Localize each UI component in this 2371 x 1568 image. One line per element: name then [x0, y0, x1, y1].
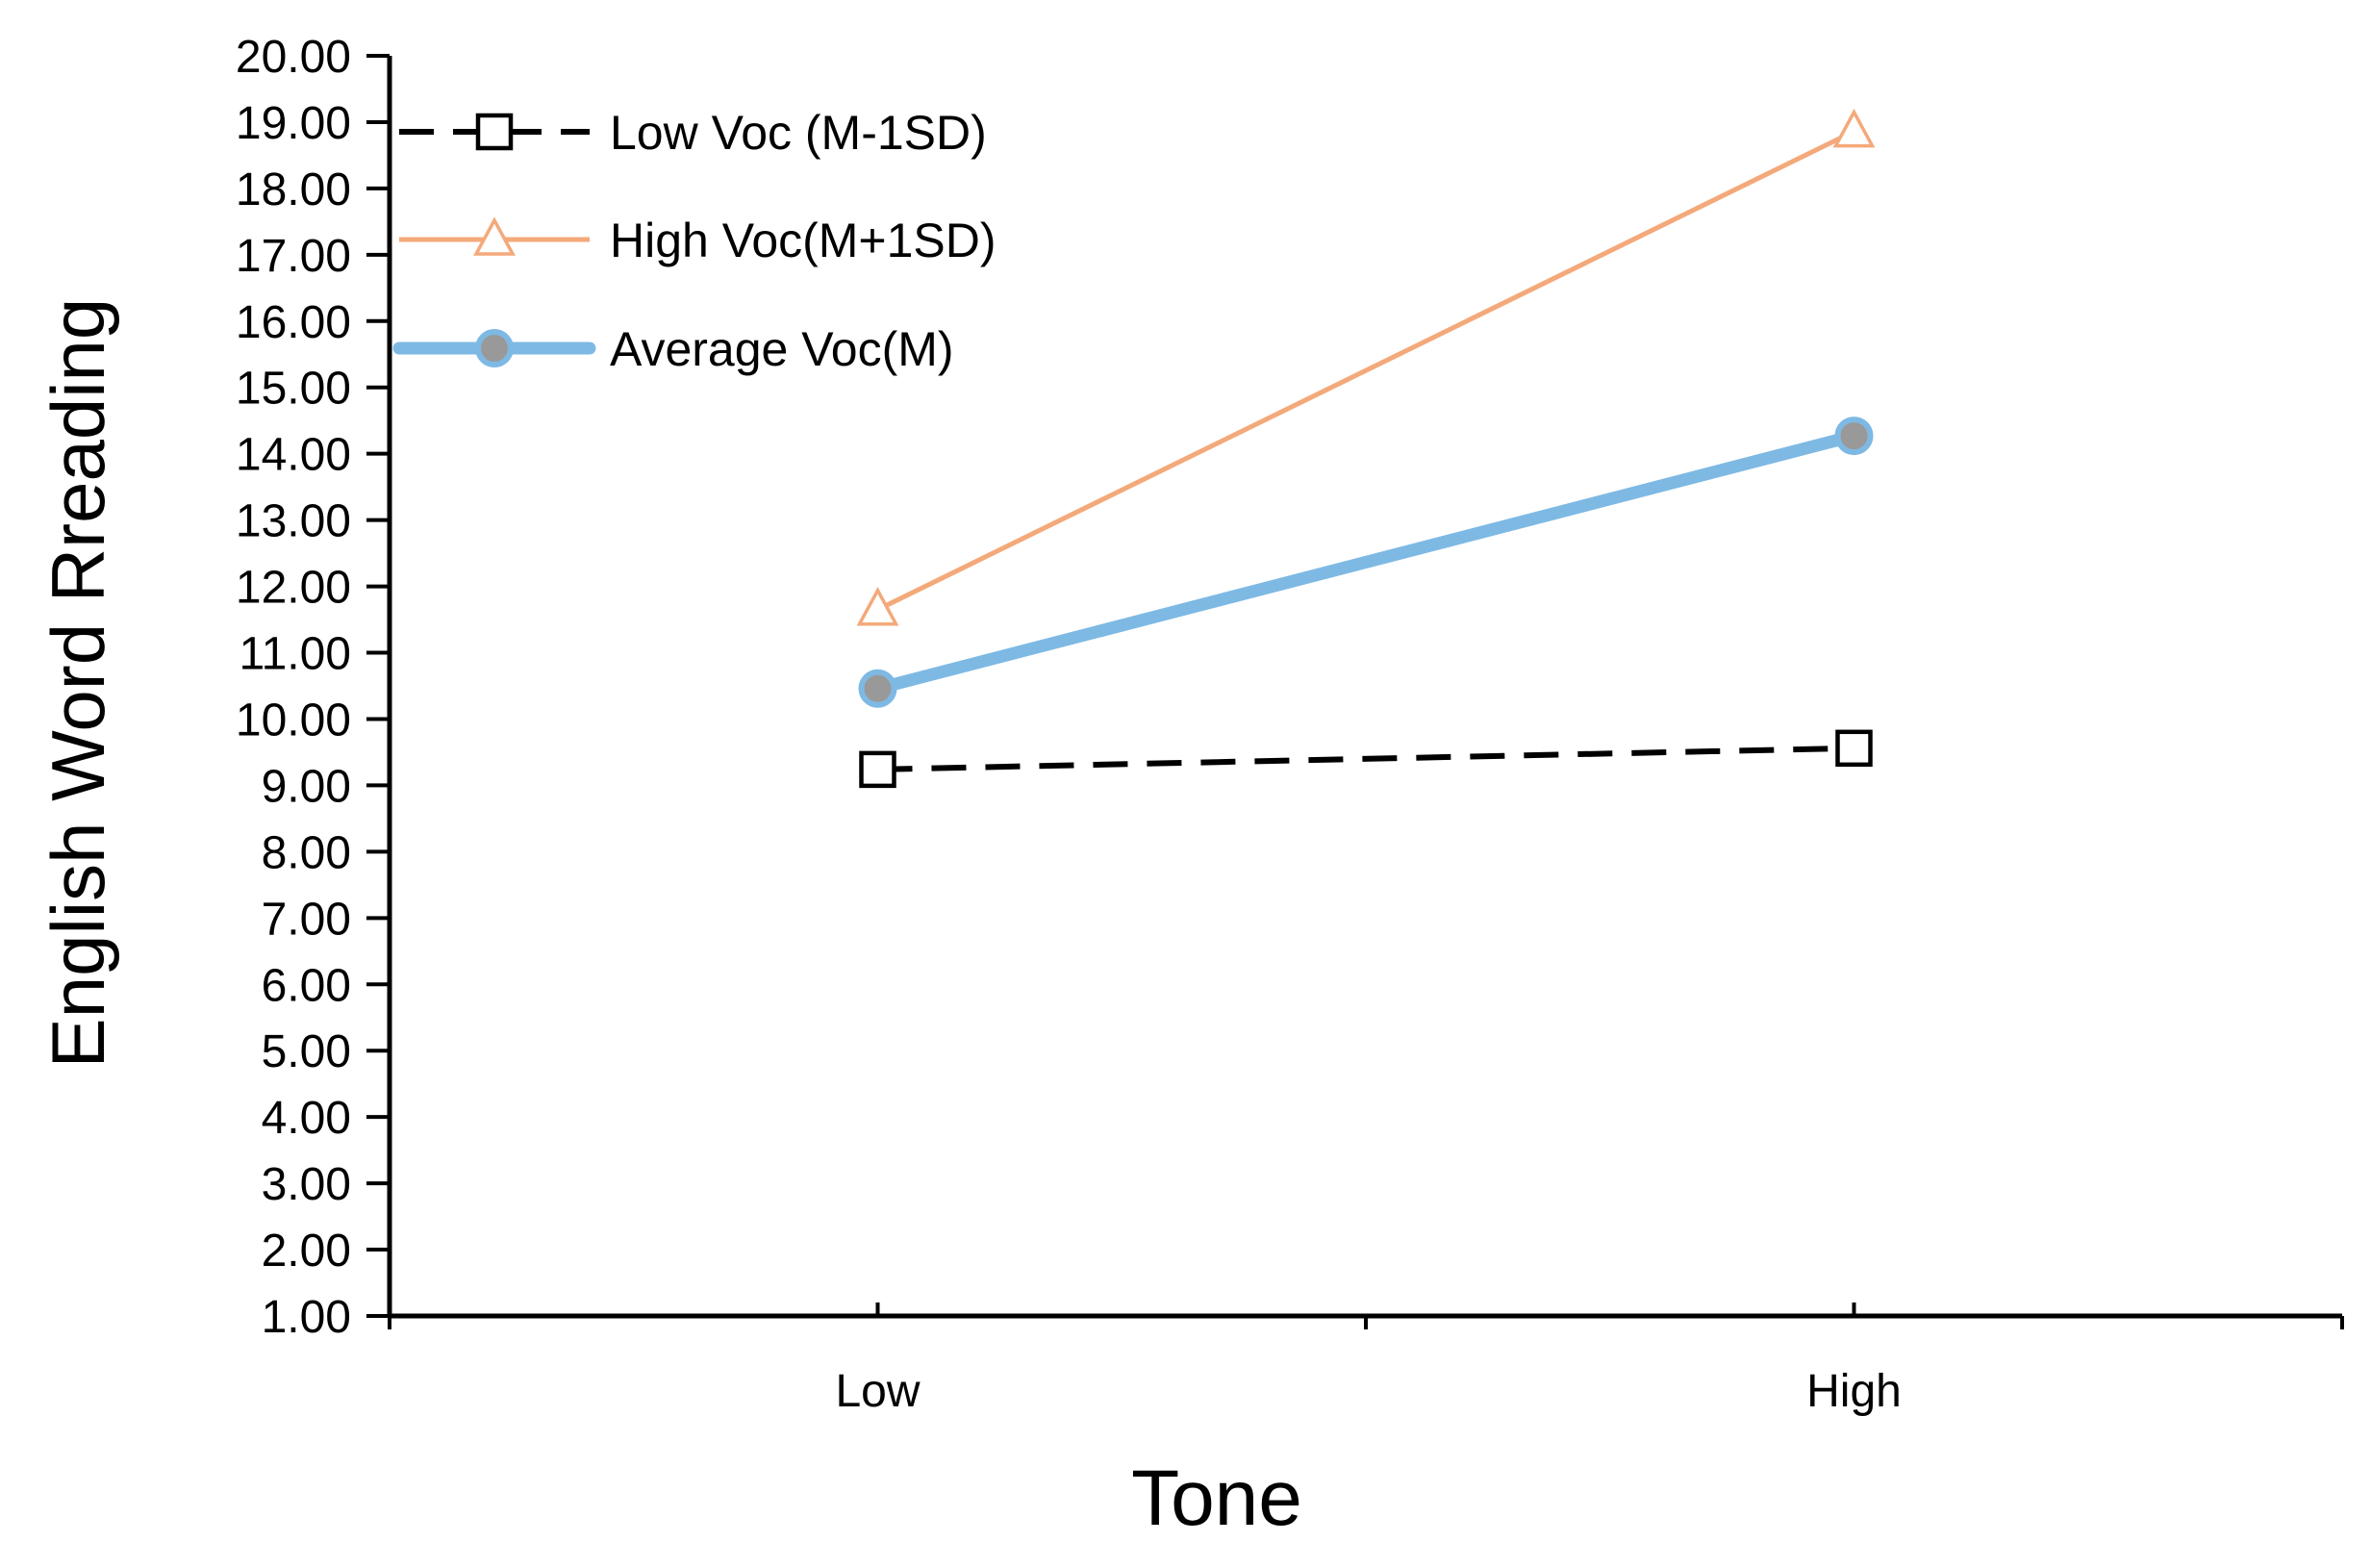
x-tick-label: Low: [835, 1366, 920, 1417]
y-tick-label: 18.00: [236, 164, 351, 215]
data-point-marker: [1832, 108, 1876, 148]
y-tick-label: 12.00: [236, 563, 351, 614]
legend: Low Voc (M-1SD) High Voc(M+1SD) Average Vo…: [392, 106, 996, 376]
x-axis-ticks: Low High: [388, 1302, 2344, 1417]
data-point-marker: [858, 669, 897, 708]
y-tick-label: 11.00: [239, 629, 351, 680]
series-high-voc-m-1sd: [856, 108, 1876, 626]
y-tick-label: 15.00: [236, 364, 351, 415]
legend-marker: [475, 329, 514, 367]
y-tick-label: 13.00: [236, 496, 351, 547]
y-tick-label: 14.00: [236, 430, 351, 481]
y-tick-label: 2.00: [262, 1226, 351, 1277]
legend-item: Low Voc (M-1SD): [399, 106, 987, 160]
y-tick-label: 1.00: [262, 1292, 351, 1343]
y-tick-label: 8.00: [262, 827, 351, 878]
legend-item: Average Voc(M): [392, 322, 954, 376]
series-line: [876, 129, 1855, 612]
legend-marker: [475, 113, 514, 151]
y-tick-label: 3.00: [262, 1159, 351, 1210]
y-tick-label: 19.00: [236, 98, 351, 149]
legend-item: High Voc(M+1SD): [399, 214, 996, 267]
data-point-marker: [1834, 417, 1874, 456]
y-tick-label: 4.00: [262, 1093, 351, 1144]
legend-label: Low Voc (M-1SD): [610, 106, 987, 160]
y-tick-label: 5.00: [262, 1026, 351, 1077]
legend-marker: [473, 216, 516, 256]
x-axis-title: Tone: [1131, 1454, 1302, 1542]
y-axis-ticks: 1.00 2.00 3.00 4.00 5.00 6.00 7.00 8.00 9.00 10.0…: [236, 32, 390, 1343]
data-point-marker: [859, 750, 896, 789]
y-tick-label: 9.00: [262, 761, 351, 812]
legend-label: Average Voc(M): [610, 322, 954, 376]
series-low-voc-m-1sd: [859, 729, 1873, 789]
x-tick-label: High: [1806, 1366, 1902, 1417]
y-tick-label: 7.00: [262, 894, 351, 945]
y-tick-label: 16.00: [236, 297, 351, 348]
series-average-voc-m: [858, 417, 1874, 708]
legend-label: High Voc(M+1SD): [610, 214, 996, 267]
y-axis-title: English Word Rreading: [36, 298, 120, 1069]
y-tick-label: 6.00: [262, 960, 351, 1011]
series-layer: [856, 108, 1876, 789]
y-tick-label: 20.00: [236, 32, 351, 83]
y-tick-label: 10.00: [236, 695, 351, 746]
data-point-marker: [1835, 729, 1873, 768]
series-line: [877, 745, 1854, 772]
data-point-marker: [856, 587, 899, 626]
y-tick-label: 17.00: [236, 231, 351, 282]
series-line: [871, 429, 1860, 695]
